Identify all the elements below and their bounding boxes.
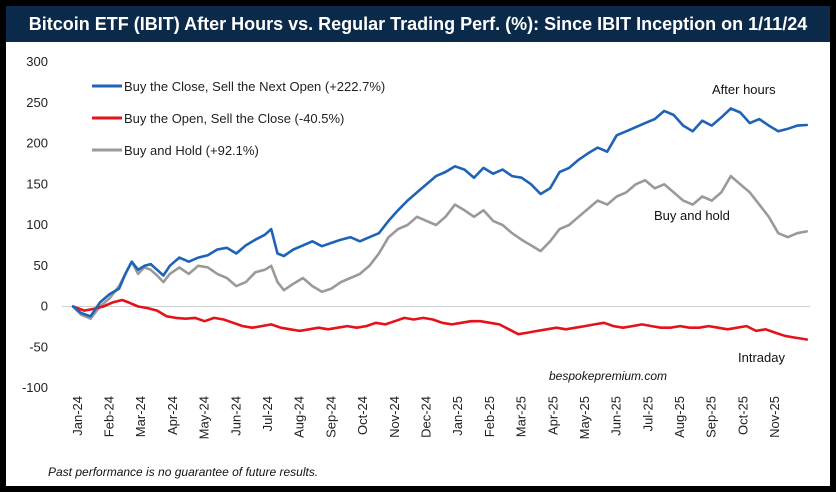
x-tick-label: Jul-25 <box>640 396 655 431</box>
series-line-1 <box>71 298 809 341</box>
legend: Buy the Close, Sell the Next Open (+222.… <box>92 79 385 158</box>
legend-label-0: Buy the Close, Sell the Next Open (+222.… <box>124 79 385 94</box>
x-tick-label: Jan-25 <box>450 396 465 436</box>
chart-frame: Bitcoin ETF (IBIT) After Hours vs. Regul… <box>6 6 830 486</box>
x-tick-label: Mar-24 <box>133 396 148 437</box>
series-line-0 <box>71 107 809 318</box>
x-tick-label: Sep-25 <box>704 396 719 438</box>
x-tick-label: Jan-24 <box>70 396 85 436</box>
x-tick-label: May-24 <box>197 396 212 439</box>
x-tick-label: Sep-24 <box>323 396 338 438</box>
legend-label-2: Buy and Hold (+92.1%) <box>124 143 259 158</box>
y-tick-label: 250 <box>26 95 48 110</box>
x-tick-label: Aug-25 <box>672 396 687 438</box>
annotation-after-hours: After hours <box>712 82 776 97</box>
y-tick-label: 150 <box>26 176 48 191</box>
x-tick-label: Oct-25 <box>735 396 750 435</box>
x-tick-label: Dec-24 <box>418 396 433 438</box>
x-axis-ticks: Jan-24 Feb-24 Mar-24 Apr-24 May-24 Jun-24 Jul-… <box>70 396 782 439</box>
x-tick-label: Jul-24 <box>260 396 275 431</box>
y-tick-label: -50 <box>29 339 48 354</box>
x-tick-label: Mar-25 <box>514 396 529 437</box>
x-tick-label: Feb-25 <box>482 396 497 437</box>
footnote: Past performance is no guarantee of futu… <box>48 465 318 479</box>
x-tick-label: Nov-24 <box>387 396 402 438</box>
x-tick-label: May-25 <box>577 396 592 439</box>
series-line-2 <box>71 174 809 320</box>
legend-label-1: Buy the Open, Sell the Close (-40.5%) <box>124 111 344 126</box>
y-axis-ticks: 300 250 200 150 100 50 0 -50 -100 <box>22 54 48 395</box>
chart-svg: 300 250 200 150 100 50 0 -50 -100 Jan-24 Feb-24 Ma… <box>22 54 810 479</box>
x-tick-label: Jun-24 <box>228 396 243 436</box>
y-tick-label: 300 <box>26 54 48 69</box>
y-tick-label: -100 <box>22 380 48 395</box>
y-tick-label: 0 <box>41 299 48 314</box>
annotation-buy-and-hold: Buy and hold <box>654 208 730 223</box>
y-tick-label: 50 <box>34 258 48 273</box>
x-tick-label: Nov-25 <box>767 396 782 438</box>
annotation-intraday: Intraday <box>738 350 785 365</box>
x-tick-label: Aug-24 <box>292 396 307 438</box>
y-tick-label: 100 <box>26 217 48 232</box>
series-lines <box>71 107 809 341</box>
x-tick-label: Oct-24 <box>355 396 370 435</box>
x-tick-label: Apr-25 <box>545 396 560 435</box>
source-credit: bespokepremium.com <box>549 369 667 383</box>
x-tick-label: Jun-25 <box>609 396 624 436</box>
y-tick-label: 200 <box>26 136 48 151</box>
x-tick-label: Feb-24 <box>102 396 117 437</box>
x-tick-label: Apr-24 <box>165 396 180 435</box>
chart-title: Bitcoin ETF (IBIT) After Hours vs. Regul… <box>6 6 830 42</box>
